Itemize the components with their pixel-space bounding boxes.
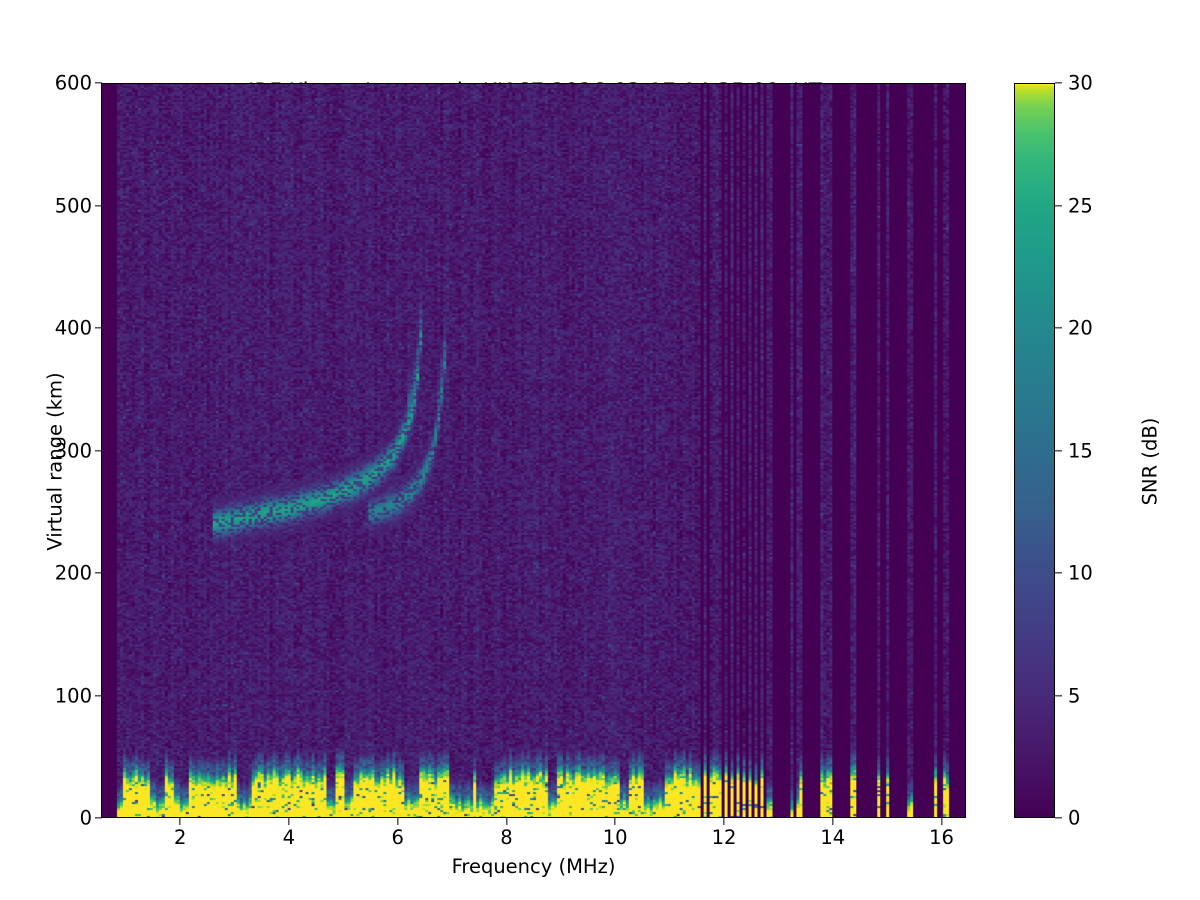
xtick-mark-14 (832, 818, 834, 825)
cbtick-label-25: 25 (1068, 194, 1093, 217)
ytick-mark-200 (95, 572, 102, 574)
ytick-label-500: 500 (54, 194, 92, 217)
xtick-label-8: 8 (500, 826, 513, 849)
ytick-mark-100 (95, 694, 102, 697)
cbtick-label-10: 10 (1068, 561, 1093, 585)
cbtick-mark-20 (1055, 327, 1062, 329)
cbtick-mark-25 (1055, 204, 1062, 207)
xtick-mark-10 (614, 818, 616, 825)
xtick-label-14: 14 (820, 826, 846, 849)
xtick-label-4: 4 (282, 826, 296, 849)
ytick-label-400: 400 (54, 316, 92, 340)
snr-colorbar (1014, 83, 1055, 818)
x-axis-label: Frequency (MHz) (451, 855, 616, 878)
cbtick-label-20: 20 (1068, 316, 1093, 340)
ytick-mark-300 (95, 449, 102, 452)
xtick-mark-2 (179, 818, 181, 825)
cbtick-label-0: 0 (1068, 806, 1081, 830)
ionogram-plot-area (101, 83, 966, 818)
ytick-label-300: 300 (54, 439, 92, 462)
xtick-mark-4 (288, 818, 290, 825)
colorbar-label: SNR (dB) (1138, 417, 1162, 506)
ytick-mark-400 (95, 327, 102, 329)
cbtick-mark-30 (1055, 82, 1062, 84)
ytick-label-100: 100 (54, 684, 92, 707)
ytick-mark-600 (95, 82, 102, 84)
cbtick-label-30: 30 (1068, 71, 1093, 95)
y-axis-label: Virtual range (km) (43, 372, 67, 551)
xtick-label-12: 12 (711, 826, 737, 849)
cbtick-label-15: 15 (1068, 439, 1093, 462)
xtick-label-2: 2 (173, 826, 187, 849)
cbtick-mark-10 (1055, 572, 1062, 574)
xtick-label-16: 16 (929, 826, 954, 849)
ionogram-heatmap-canvas (102, 84, 965, 817)
cbtick-label-5: 5 (1068, 684, 1081, 707)
ytick-mark-0 (95, 817, 102, 819)
ytick-label-0: 0 (79, 806, 92, 830)
ytick-label-600: 600 (54, 71, 92, 95)
ytick-label-200: 200 (54, 561, 92, 585)
ytick-mark-500 (95, 204, 102, 207)
cbtick-mark-0 (1055, 817, 1062, 819)
xtick-label-10: 10 (602, 826, 628, 849)
xtick-mark-6 (397, 818, 399, 825)
cbtick-mark-5 (1055, 694, 1062, 697)
xtick-mark-12 (723, 818, 725, 825)
cbtick-mark-15 (1055, 449, 1062, 452)
xtick-label-6: 6 (391, 826, 404, 849)
xtick-mark-8 (505, 818, 508, 825)
xtick-mark-16 (940, 818, 943, 825)
